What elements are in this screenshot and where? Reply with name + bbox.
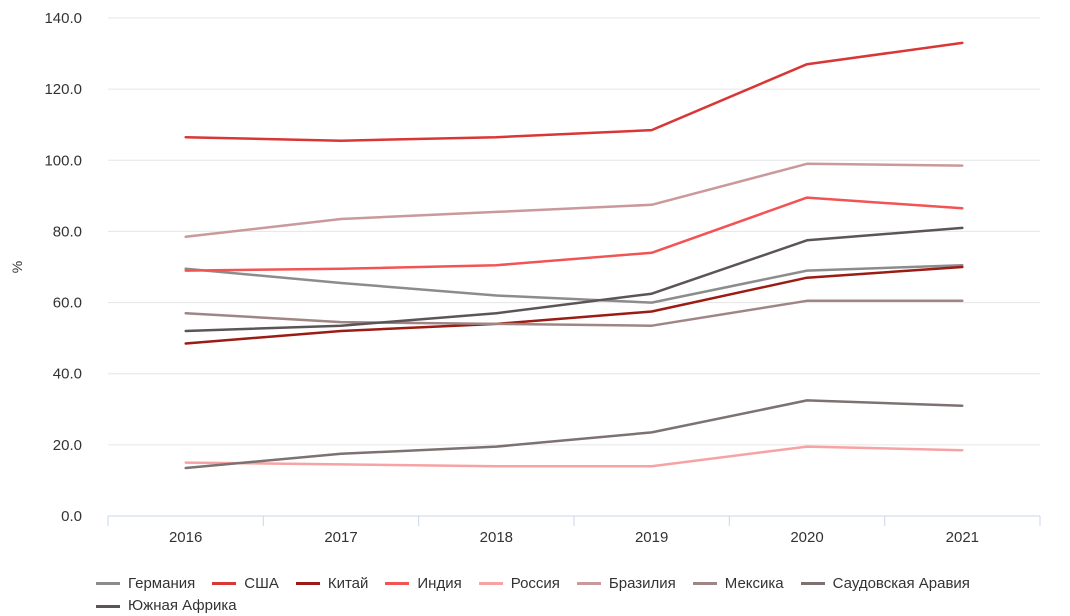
legend-swatch (96, 605, 120, 608)
y-tick-label: 20.0 (53, 437, 82, 454)
series-line-0 (186, 265, 963, 302)
legend-label: Китай (328, 574, 369, 594)
legend-label: Россия (511, 574, 560, 594)
legend-item[interactable]: Южная Африка (96, 596, 237, 616)
y-tick-label: 120.0 (44, 81, 82, 98)
x-tick-label: 2017 (324, 529, 357, 546)
legend-label: США (244, 574, 279, 594)
legend-swatch (385, 582, 409, 585)
series-line-1 (186, 43, 963, 141)
legend-item[interactable]: Китай (296, 574, 369, 594)
y-tick-label: 100.0 (44, 152, 82, 169)
legend-swatch (479, 582, 503, 585)
y-axis-title: % (9, 261, 25, 273)
legend-label: Германия (128, 574, 195, 594)
legend-swatch (693, 582, 717, 585)
y-tick-label: 0.0 (61, 508, 82, 525)
legend-item[interactable]: Германия (96, 574, 195, 594)
y-tick-label: 40.0 (53, 366, 82, 383)
legend-label: Мексика (725, 574, 784, 594)
legend-item[interactable]: Индия (385, 574, 461, 594)
line-chart: 0.0 20.0 40.0 60.0 80.0 100.0 120.0 140.0 2016 20… (0, 0, 1070, 565)
legend-swatch (96, 582, 120, 585)
y-tick-label: 140.0 (44, 10, 82, 27)
x-tick-label: 2018 (480, 529, 513, 546)
series-line-7 (186, 400, 963, 468)
x-tick-label: 2016 (169, 529, 202, 546)
x-tick-label: 2020 (790, 529, 823, 546)
x-tick-label: 2021 (946, 529, 979, 546)
legend-item[interactable]: Саудовская Аравия (801, 574, 970, 594)
x-tick-label: 2019 (635, 529, 668, 546)
y-tick-label: 80.0 (53, 223, 82, 240)
legend-label: Индия (417, 574, 461, 594)
legend-label: Южная Африка (128, 596, 237, 616)
legend-label: Бразилия (609, 574, 676, 594)
legend: Германия США Китай Индия Россия Бразилия Мекси… (96, 571, 1056, 616)
legend-swatch (577, 582, 601, 585)
legend-swatch (212, 582, 236, 585)
legend-item[interactable]: США (212, 574, 279, 594)
legend-swatch (801, 582, 825, 585)
legend-label: Саудовская Аравия (833, 574, 970, 594)
legend-item[interactable]: Мексика (693, 574, 784, 594)
y-tick-label: 60.0 (53, 295, 82, 312)
legend-item[interactable]: Бразилия (577, 574, 676, 594)
legend-item[interactable]: Россия (479, 574, 560, 594)
legend-swatch (296, 582, 320, 585)
